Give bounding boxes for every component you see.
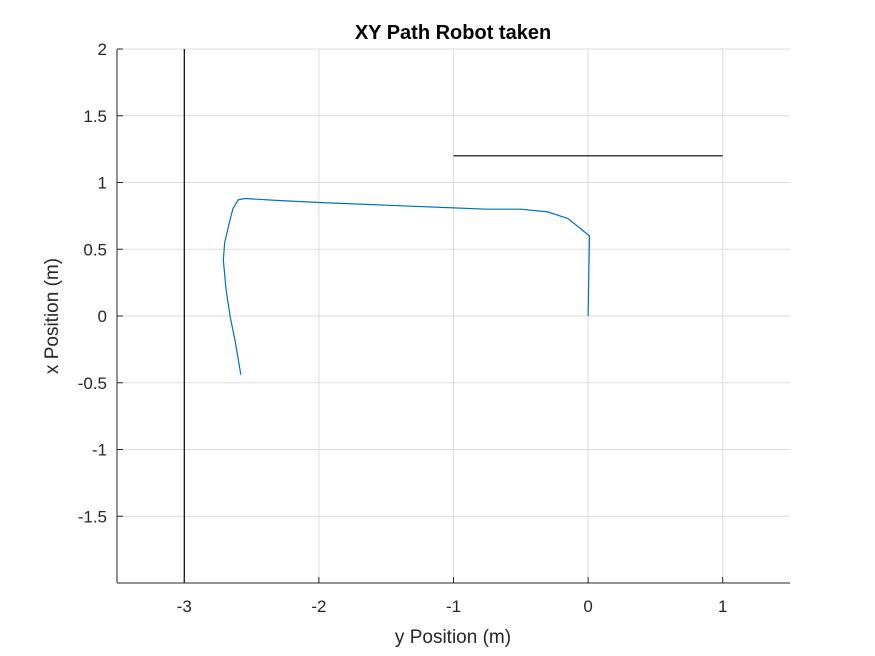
axes (116, 48, 790, 584)
chart-title: XY Path Robot taken (355, 22, 551, 44)
x-tick-label: -1 (446, 597, 461, 616)
x-tick-label: -2 (311, 597, 326, 616)
y-tick-label: -1.5 (78, 507, 107, 526)
grid (117, 48, 790, 583)
y-tick-label: 1 (98, 174, 107, 193)
y-tick-label: -1 (92, 441, 107, 460)
y-tick-label: -0.5 (78, 374, 107, 393)
y-tick-label: 0 (98, 307, 107, 326)
tick-labels: -3 -2 -1 0 1 2 1.5 1 0.5 0 -0.5 -1 -1.5 (78, 40, 728, 616)
x-tick-label: -3 (177, 597, 192, 616)
series-line-1 (222, 197, 591, 375)
x-axis-label: y Position (m) (395, 627, 511, 648)
y-tick-label: 2 (98, 40, 107, 59)
y-axis-label: x Position (m) (42, 258, 63, 374)
y-tick-label: 0.5 (83, 240, 107, 259)
x-tick-label: 1 (718, 597, 727, 616)
y-tick-label: 1.5 (83, 107, 107, 126)
x-tick-label: 0 (583, 597, 592, 616)
series-layer (183, 49, 723, 583)
